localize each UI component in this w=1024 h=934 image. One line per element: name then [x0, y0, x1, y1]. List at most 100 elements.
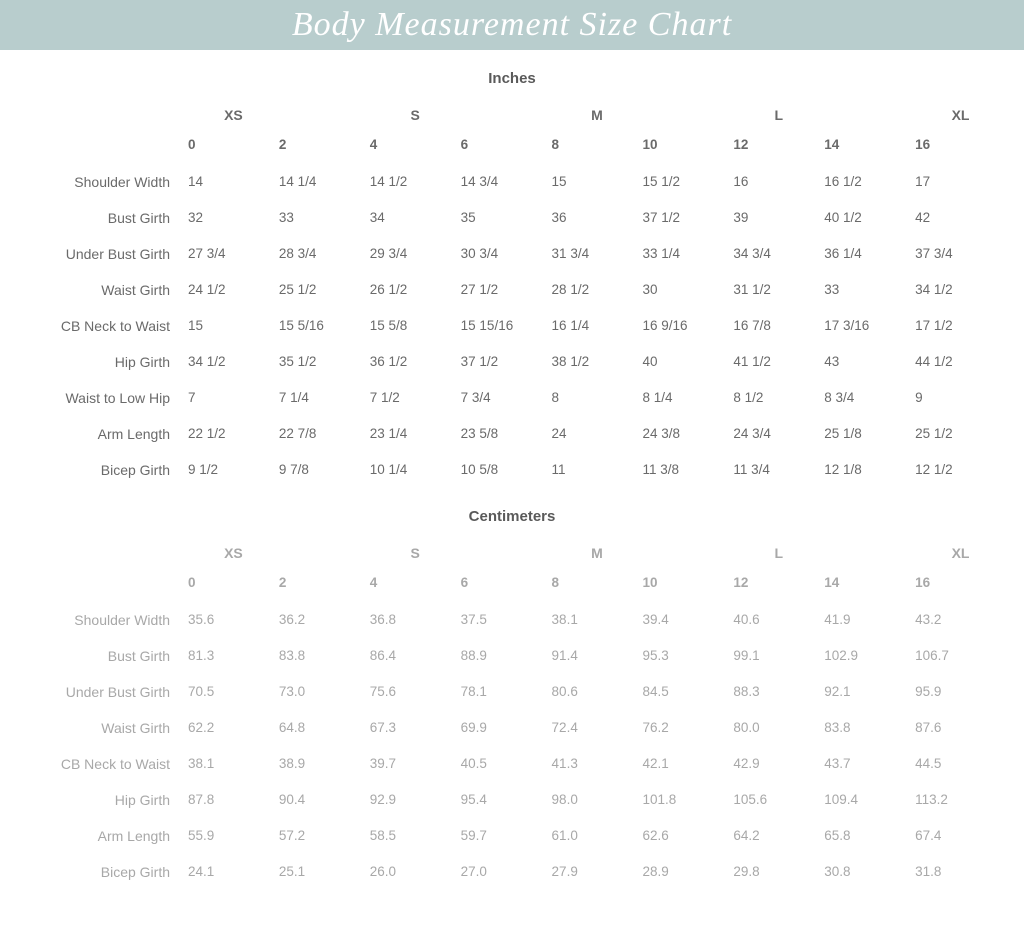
cm-size-l: L: [733, 539, 824, 567]
measurement-cell: 95.9: [915, 674, 1006, 710]
measurement-cell: 10 5/8: [461, 452, 552, 488]
measurement-cell: 37 1/2: [461, 344, 552, 380]
measurement-cell: 33: [279, 200, 370, 236]
measurement-cell: 65.8: [824, 818, 915, 854]
measurement-cell: 31 1/2: [733, 272, 824, 308]
numeric-size-12: 12: [733, 129, 824, 164]
row-label: Bust Girth: [18, 200, 188, 236]
table-row: Shoulder Width35.636.236.837.538.139.440…: [0, 602, 1024, 638]
measurement-cell: 43.7: [824, 746, 915, 782]
measurement-cell: 27.0: [461, 854, 552, 890]
measurement-cell: 14 3/4: [461, 164, 552, 200]
measurement-cell: 39.7: [370, 746, 461, 782]
measurement-cell: 44 1/2: [915, 344, 1006, 380]
measurement-cell: 8 3/4: [824, 380, 915, 416]
cm-size-xs: XS: [188, 539, 279, 567]
numeric-size-12: 12: [733, 567, 824, 602]
inches-section-title: Inches: [0, 50, 1024, 101]
measurement-cell: 35.6: [188, 602, 279, 638]
row-label: Waist to Low Hip: [18, 380, 188, 416]
measurement-cell: 15 15/16: [461, 308, 552, 344]
table-row: CB Neck to Waist38.138.939.740.541.342.1…: [0, 746, 1024, 782]
table-row: Waist Girth24 1/225 1/226 1/227 1/228 1/…: [0, 272, 1024, 308]
measurement-cell: 92.1: [824, 674, 915, 710]
measurement-cell: 36.2: [279, 602, 370, 638]
numeric-size-10: 10: [642, 129, 733, 164]
measurement-cell: 15 5/8: [370, 308, 461, 344]
row-label: CB Neck to Waist: [18, 746, 188, 782]
measurement-cell: 33: [824, 272, 915, 308]
measurement-cell: 7 1/2: [370, 380, 461, 416]
measurement-cell: 40.6: [733, 602, 824, 638]
measurement-cell: 62.6: [642, 818, 733, 854]
size-m: M: [552, 101, 643, 129]
measurement-cell: 8 1/4: [642, 380, 733, 416]
measurement-cell: 40 1/2: [824, 200, 915, 236]
measurement-cell: 87.6: [915, 710, 1006, 746]
measurement-cell: 23 1/4: [370, 416, 461, 452]
measurement-cell: 69.9: [461, 710, 552, 746]
measurement-cell: 25 1/2: [279, 272, 370, 308]
measurement-cell: 24.1: [188, 854, 279, 890]
measurement-cell: 11: [552, 452, 643, 488]
measurement-cell: 90.4: [279, 782, 370, 818]
measurement-cell: 17: [915, 164, 1006, 200]
measurement-cell: 41.9: [824, 602, 915, 638]
table-row: Arm Length22 1/222 7/823 1/423 5/82424 3…: [0, 416, 1024, 452]
table-row: Bicep Girth9 1/29 7/810 1/410 5/81111 3/…: [0, 452, 1024, 488]
measurement-cell: 24: [552, 416, 643, 452]
measurement-cell: 88.9: [461, 638, 552, 674]
row-label: Waist Girth: [18, 710, 188, 746]
measurement-cell: 28 1/2: [552, 272, 643, 308]
measurement-cell: 8: [552, 380, 643, 416]
row-label: Bicep Girth: [18, 854, 188, 890]
numeric-size-16: 16: [915, 567, 1006, 602]
measurement-cell: 34 1/2: [188, 344, 279, 380]
measurement-cell: 25 1/2: [915, 416, 1006, 452]
table-row: CB Neck to Waist1515 5/1615 5/815 15/161…: [0, 308, 1024, 344]
measurement-cell: 27.9: [552, 854, 643, 890]
measurement-cell: 86.4: [370, 638, 461, 674]
numeric-size-2: 2: [279, 129, 370, 164]
measurement-cell: 40.5: [461, 746, 552, 782]
row-label: Shoulder Width: [18, 164, 188, 200]
measurement-cell: 61.0: [552, 818, 643, 854]
measurement-cell: 78.1: [461, 674, 552, 710]
measurement-cell: 28.9: [642, 854, 733, 890]
measurement-cell: 12 1/8: [824, 452, 915, 488]
numeric-size-4: 4: [370, 567, 461, 602]
measurement-cell: 15 5/16: [279, 308, 370, 344]
measurement-cell: 38 1/2: [552, 344, 643, 380]
cm-size-header: XS S M L XL: [0, 539, 1024, 567]
measurement-cell: 30.8: [824, 854, 915, 890]
measurement-cell: 38.9: [279, 746, 370, 782]
table-row: Hip Girth87.890.492.995.498.0101.8105.61…: [0, 782, 1024, 818]
measurement-cell: 62.2: [188, 710, 279, 746]
measurement-cell: 80.0: [733, 710, 824, 746]
measurement-cell: 22 1/2: [188, 416, 279, 452]
measurement-cell: 37.5: [461, 602, 552, 638]
measurement-cell: 36.8: [370, 602, 461, 638]
table-row: Under Bust Girth70.573.075.678.180.684.5…: [0, 674, 1024, 710]
measurement-cell: 99.1: [733, 638, 824, 674]
measurement-cell: 44.5: [915, 746, 1006, 782]
measurement-cell: 36: [552, 200, 643, 236]
measurement-cell: 16 7/8: [733, 308, 824, 344]
numeric-size-0: 0: [188, 129, 279, 164]
row-label: CB Neck to Waist: [18, 308, 188, 344]
measurement-cell: 30 3/4: [461, 236, 552, 272]
measurement-cell: 29 3/4: [370, 236, 461, 272]
numeric-size-0: 0: [188, 567, 279, 602]
measurement-cell: 95.4: [461, 782, 552, 818]
cm-numeric-header: 0246810121416: [0, 567, 1024, 602]
measurement-cell: 26.0: [370, 854, 461, 890]
measurement-cell: 31.8: [915, 854, 1006, 890]
row-label: Hip Girth: [18, 344, 188, 380]
measurement-cell: 9 7/8: [279, 452, 370, 488]
measurement-cell: 59.7: [461, 818, 552, 854]
measurement-cell: 15: [552, 164, 643, 200]
measurement-cell: 75.6: [370, 674, 461, 710]
row-label: Bust Girth: [18, 638, 188, 674]
measurement-cell: 38.1: [188, 746, 279, 782]
measurement-cell: 83.8: [824, 710, 915, 746]
